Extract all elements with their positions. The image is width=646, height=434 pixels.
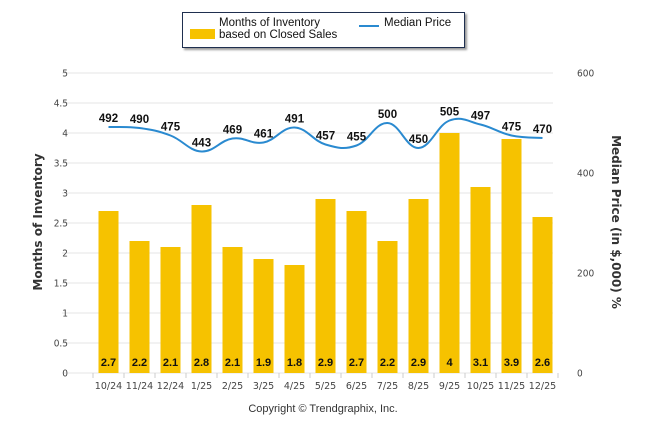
bar-value-label: 1.8	[287, 357, 302, 369]
bar-value-label: 3.1	[473, 357, 488, 369]
price-value-label: 461	[254, 129, 274, 141]
price-value-label: 492	[99, 113, 118, 125]
y-tick-label: 2	[62, 249, 68, 260]
bar-value-label: 3.9	[504, 357, 519, 369]
legend-line-swatch	[359, 25, 379, 27]
left-axis-title: Months of Inventory	[31, 153, 45, 290]
x-tick-label: 10/25	[467, 381, 494, 392]
bar	[191, 205, 212, 373]
bar-value-label: 2.9	[411, 357, 426, 369]
y-tick-label: 0	[62, 369, 68, 380]
x-tick-label: 10/24	[95, 381, 122, 392]
bar	[346, 211, 367, 373]
y2-tick-label: 400	[577, 169, 594, 180]
price-value-label: 469	[223, 125, 242, 137]
price-value-label: 497	[471, 111, 490, 123]
bar	[501, 139, 522, 373]
x-tick-label: 11/24	[126, 381, 153, 392]
bar-value-label: 2.8	[194, 357, 209, 369]
bar	[160, 247, 181, 373]
y-tick-label: 4	[62, 129, 68, 140]
price-value-label: 475	[161, 122, 181, 134]
x-tick-label: 12/25	[529, 381, 556, 392]
bar	[284, 265, 305, 373]
x-tick-label: 2/25	[222, 381, 243, 392]
y2-tick-label: 0	[577, 369, 583, 380]
legend-bar-label: Months of Inventory based on Closed Sale…	[219, 17, 338, 41]
y-tick-label: 4.5	[54, 99, 68, 110]
y-tick-label: 3.5	[54, 159, 68, 170]
bar-labels: 2.7 2.2 2.1 2.8 2.1 1.9 1.8 2.9 2.7 2.2 2.9 4 3.1 3.9…	[101, 357, 550, 369]
median-price-line	[108, 117, 543, 153]
copyright-text: Copyright © Trendgraphix, Inc.	[248, 403, 398, 415]
chart-legend: Months of Inventory based on Closed Sale…	[182, 12, 465, 48]
x-tick-label: 6/25	[346, 381, 367, 392]
y-tick-label: 5	[62, 69, 68, 80]
price-value-label: 505	[440, 107, 460, 119]
y-tick-label: 2.5	[54, 219, 68, 230]
bar	[470, 187, 491, 373]
y-tick-label: 3	[62, 189, 68, 200]
x-tick-label: 4/25	[284, 381, 305, 392]
right-axis-ticks: 0 200 400 600	[577, 69, 594, 380]
bars	[98, 133, 553, 373]
x-tick-label: 8/25	[408, 381, 429, 392]
y2-tick-label: 200	[577, 269, 594, 280]
x-axis-ticks: 10/24 11/24 12/24 1/25 2/25 3/25 4/25 5/25 6/25 7…	[95, 381, 556, 392]
bar-value-label: 4	[446, 357, 453, 369]
price-labels: 492 490 475 443 469 461 491 457 455 500 450 505 497 4…	[99, 107, 552, 150]
bar	[377, 241, 398, 373]
price-line-group	[108, 117, 543, 153]
bar	[253, 259, 274, 373]
left-axis-ticks: 0 0.5 1 1.5 2 2.5 3 3.5 4 4.5 5	[54, 69, 69, 380]
y-tick-label: 0.5	[54, 339, 68, 350]
bar	[408, 199, 429, 373]
price-value-label: 491	[285, 114, 305, 126]
legend-bar-swatch	[190, 29, 215, 39]
bar	[439, 133, 460, 373]
x-tick-label: 7/25	[377, 381, 398, 392]
bar-value-label: 1.9	[256, 357, 271, 369]
x-tick-label: 1/25	[191, 381, 212, 392]
x-tick-label: 3/25	[253, 381, 274, 392]
bar	[222, 247, 243, 373]
price-value-label: 500	[378, 109, 397, 121]
bar-value-label: 2.2	[132, 357, 147, 369]
price-value-label: 470	[533, 124, 552, 136]
price-value-label: 457	[316, 131, 335, 143]
bar-value-label: 2.9	[318, 357, 333, 369]
price-value-label: 475	[502, 122, 522, 134]
x-tick-label: 12/24	[157, 381, 184, 392]
right-axis-title: Median Price (in $,000) %	[609, 135, 623, 309]
bar	[98, 211, 119, 373]
price-value-label: 490	[130, 114, 149, 126]
x-tick-label: 5/25	[315, 381, 336, 392]
bar-value-label: 2.6	[535, 357, 550, 369]
y-tick-label: 1.5	[54, 279, 68, 290]
bar	[129, 241, 150, 373]
bar-value-label: 2.7	[101, 357, 116, 369]
bar-value-label: 2.1	[163, 357, 178, 369]
x-tick-label: 9/25	[439, 381, 460, 392]
bar	[315, 199, 336, 373]
y2-tick-label: 600	[577, 69, 594, 80]
bar-value-label: 2.2	[380, 357, 395, 369]
price-value-label: 443	[192, 138, 211, 150]
price-value-label: 450	[409, 134, 428, 146]
bar	[532, 217, 553, 373]
bar-value-label: 2.1	[225, 357, 240, 369]
y-tick-label: 1	[62, 309, 68, 320]
x-tick-label: 11/25	[498, 381, 525, 392]
bar-value-label: 2.7	[349, 357, 364, 369]
legend-line-label: Median Price	[384, 17, 452, 29]
price-value-label: 455	[347, 132, 367, 144]
